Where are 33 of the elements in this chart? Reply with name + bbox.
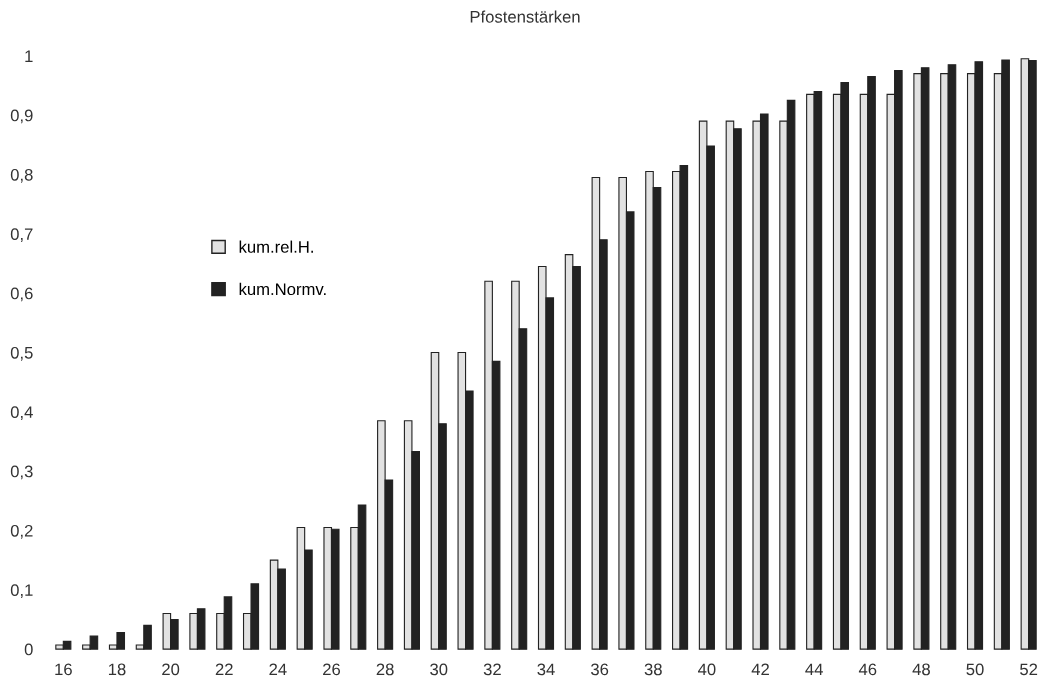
x-tick-label: 44 bbox=[805, 663, 823, 676]
x-tick-label: 22 bbox=[215, 663, 233, 676]
x-tick-label: 48 bbox=[912, 663, 930, 676]
y-tick-label: 0 bbox=[24, 643, 33, 656]
y-tick-label: 0,2 bbox=[10, 524, 33, 539]
legend-label: kum.Normv. bbox=[239, 282, 326, 296]
chart-title: Pfostenstärken bbox=[470, 10, 580, 23]
y-tick-label: 0,8 bbox=[10, 168, 33, 183]
x-tick-label: 36 bbox=[591, 663, 609, 676]
x-tick-label: 38 bbox=[644, 663, 662, 676]
x-tick-label: 50 bbox=[966, 663, 984, 676]
y-tick-label: 1 bbox=[25, 50, 33, 62]
y-tick-label: 0,5 bbox=[10, 346, 33, 361]
x-tick-label: 32 bbox=[483, 663, 501, 676]
x-tick-label: 42 bbox=[751, 663, 769, 676]
x-tick-label: 34 bbox=[537, 663, 555, 676]
x-tick-label: 40 bbox=[698, 663, 716, 676]
x-tick-label: 30 bbox=[430, 663, 448, 676]
y-tick-label: 0,7 bbox=[10, 228, 33, 242]
x-tick-label: 28 bbox=[376, 663, 394, 676]
y-tick-label: 0,9 bbox=[10, 109, 33, 124]
legend-label: kum.rel.H. bbox=[239, 240, 313, 253]
y-tick-label: 0,6 bbox=[10, 287, 33, 302]
x-tick-label: 24 bbox=[269, 663, 287, 676]
y-tick-label: 0,3 bbox=[10, 465, 33, 480]
x-tick-label: 18 bbox=[108, 663, 126, 676]
x-tick-label: 26 bbox=[323, 663, 341, 676]
x-tick-label: 20 bbox=[162, 663, 180, 676]
y-tick-label: 0,4 bbox=[10, 406, 33, 420]
x-tick-label: 16 bbox=[55, 663, 72, 676]
x-tick-label: 46 bbox=[858, 663, 877, 676]
y-tick-label: 0,1 bbox=[10, 584, 33, 598]
x-tick-label: 52 bbox=[1020, 663, 1038, 676]
